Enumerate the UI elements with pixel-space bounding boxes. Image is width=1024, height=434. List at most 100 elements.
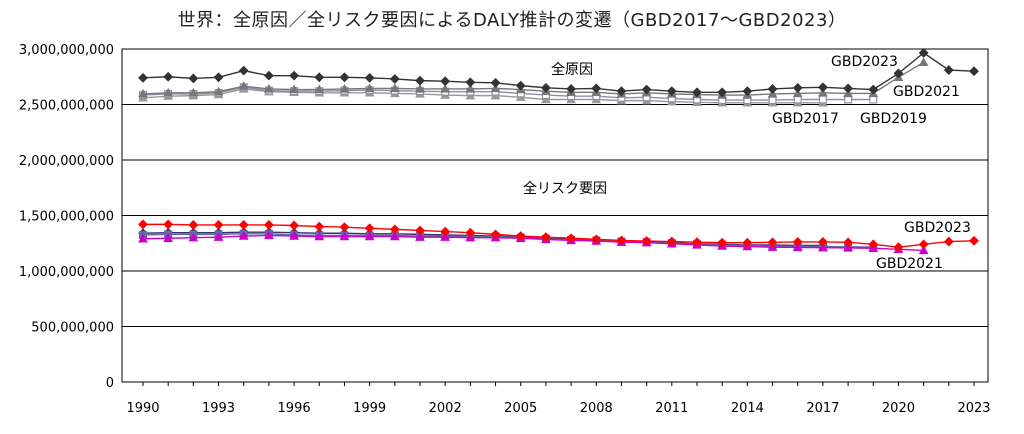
data-point-square <box>844 95 853 104</box>
data-point-triangle <box>918 245 929 255</box>
data-point-triangle <box>415 83 425 93</box>
data-point-triangle <box>188 87 199 97</box>
data-point-diamond <box>490 229 501 240</box>
annotation-all-risk: 全リスク要因 <box>523 180 607 197</box>
data-point-diamond <box>943 236 954 247</box>
y-tick-label: 1,000,000,000 <box>19 265 114 280</box>
data-point-diamond <box>969 235 979 246</box>
data-point-triangle <box>364 231 375 241</box>
data-point-diamond <box>339 222 350 233</box>
data-point-diamond <box>893 242 904 253</box>
x-tick-label: 2020 <box>882 401 915 416</box>
data-point-diamond <box>918 239 929 250</box>
data-point-triangle <box>138 88 148 98</box>
data-point-triangle <box>389 83 400 93</box>
data-point-triangle <box>238 81 249 90</box>
x-tick-label: 2011 <box>655 401 688 416</box>
x-tick-label: 2008 <box>580 401 613 416</box>
data-point-triangle <box>541 94 551 104</box>
data-point-diamond <box>818 82 828 93</box>
y-tick-label: 3,000,000,000 <box>19 43 114 58</box>
data-point-diamond <box>138 219 148 230</box>
data-point-diamond <box>843 237 853 248</box>
annotation-gbd2021-risk: GBD2021 <box>876 256 943 272</box>
y-tick-label: 2,500,000,000 <box>19 99 114 114</box>
data-point-triangle <box>238 231 249 240</box>
data-point-diamond <box>163 219 174 230</box>
data-point-diamond <box>616 235 627 246</box>
data-point-diamond <box>541 232 551 243</box>
data-point-diamond <box>138 72 148 83</box>
chart-title: 世界：全原因／全リスク要因によるDALY推計の変遷（GBD2017〜GBD202… <box>177 10 847 31</box>
data-point-triangle <box>440 83 451 93</box>
data-point-diamond <box>893 68 904 79</box>
data-point-diamond <box>591 234 602 245</box>
data-point-diamond <box>641 236 652 246</box>
data-point-diamond <box>742 86 753 97</box>
data-point-square <box>818 95 827 104</box>
annotation-gbd2021-top: GBD2021 <box>893 84 960 100</box>
data-point-triangle <box>289 231 299 240</box>
series-line <box>142 234 924 252</box>
data-point-diamond <box>943 65 954 75</box>
data-point-diamond <box>238 220 249 230</box>
data-point-diamond <box>767 84 778 94</box>
series-line <box>142 61 924 96</box>
x-tick-label: 2005 <box>504 401 537 416</box>
x-tick-label: 2023 <box>957 401 990 416</box>
data-point-diamond <box>364 72 375 83</box>
annotation-all-cause: 全原因 <box>551 61 593 78</box>
data-point-triangle <box>314 84 325 94</box>
x-tick-label: 2014 <box>731 401 764 416</box>
data-point-triangle <box>843 242 853 252</box>
data-point-triangle <box>264 230 274 240</box>
data-point-triangle <box>163 87 174 97</box>
data-point-diamond <box>767 237 778 248</box>
data-point-diamond <box>289 70 299 81</box>
data-point-square <box>768 96 777 105</box>
data-point-diamond <box>364 223 375 234</box>
y-tick-label: 500,000,000 <box>31 321 114 336</box>
data-point-diamond <box>566 84 576 94</box>
x-tick-label: 2017 <box>806 401 839 416</box>
data-point-diamond <box>314 221 325 232</box>
data-point-triangle <box>440 232 451 241</box>
series-line <box>143 223 975 248</box>
data-point-square <box>869 95 878 104</box>
data-point-diamond <box>314 72 325 83</box>
data-point-diamond <box>818 237 828 247</box>
data-point-diamond <box>213 72 224 83</box>
data-point-diamond <box>389 74 400 84</box>
data-point-diamond <box>515 231 526 241</box>
data-point-diamond <box>641 84 652 95</box>
data-point-diamond <box>843 83 853 94</box>
data-point-square <box>793 95 802 104</box>
data-point-triangle <box>465 83 476 93</box>
data-point-diamond <box>692 87 702 98</box>
data-point-diamond <box>415 75 425 86</box>
data-point-triangle <box>138 233 148 243</box>
y-tick-label: 0 <box>106 376 114 391</box>
data-point-triangle <box>213 86 224 96</box>
series-line <box>142 86 874 101</box>
data-point-triangle <box>415 232 425 241</box>
data-point-diamond <box>792 82 803 93</box>
data-point-triangle <box>792 88 803 98</box>
data-point-diamond <box>339 72 350 83</box>
data-point-diamond <box>742 237 753 248</box>
data-point-diamond <box>440 76 451 87</box>
data-point-diamond <box>440 226 451 237</box>
data-point-triangle <box>490 83 501 93</box>
data-point-diamond <box>666 86 677 97</box>
data-point-diamond <box>465 227 476 238</box>
y-tick-label: 2,000,000,000 <box>19 154 114 169</box>
x-tick-label: 1990 <box>126 401 159 416</box>
data-point-diamond <box>591 83 602 94</box>
data-point-diamond <box>213 220 224 230</box>
data-point-diamond <box>188 73 199 84</box>
data-point-diamond <box>666 236 677 247</box>
x-tick-label: 2002 <box>429 401 462 416</box>
data-point-triangle <box>213 232 224 241</box>
x-tick-label: 1993 <box>202 401 235 416</box>
